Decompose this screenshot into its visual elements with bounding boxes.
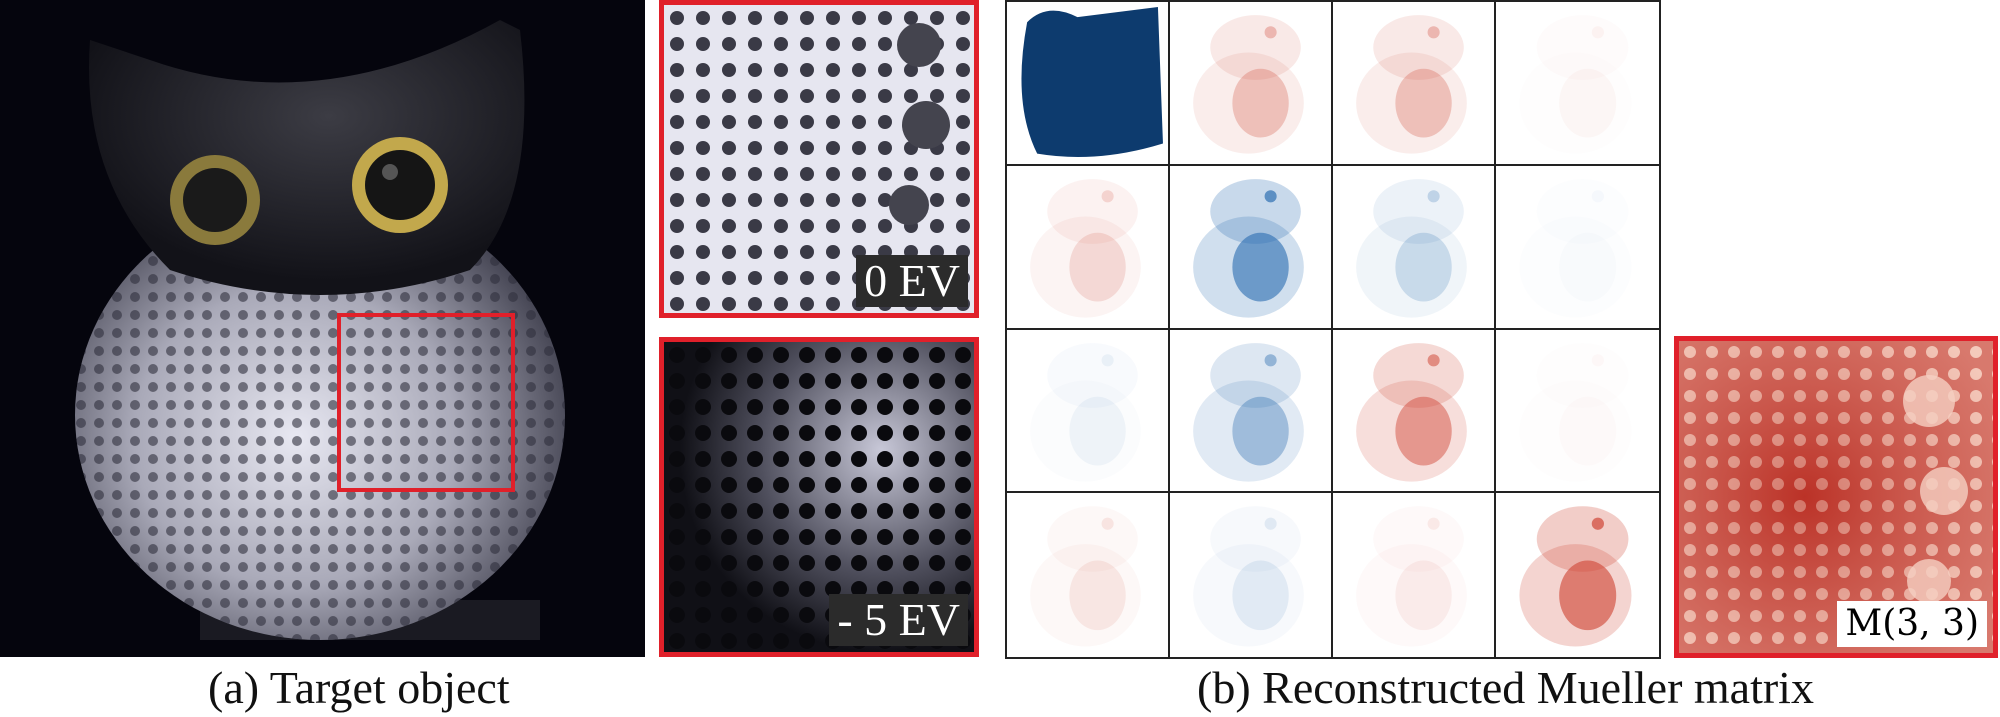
caption-mueller-matrix: (b) Reconstructed Mueller matrix <box>1197 662 1814 713</box>
mueller-cell-3-2 <box>1333 493 1496 657</box>
mueller-cell-image <box>1069 353 1126 465</box>
mueller-cell-image <box>1193 506 1304 647</box>
owl-figurine-image <box>0 0 645 657</box>
mueller-cell-1-2 <box>1333 165 1496 330</box>
mueller-cell-2-1 <box>1170 329 1333 494</box>
roi-highlight-box <box>337 313 515 492</box>
mueller-cell-image <box>1356 342 1467 482</box>
mueller-cell-0-3 <box>1496 2 1659 166</box>
mueller-matrix-grid <box>1005 0 1661 659</box>
mueller-cell-1-1 <box>1170 165 1333 330</box>
mueller-cell-image <box>1193 342 1304 482</box>
zoom-m33-patch: M(3, 3) <box>1674 336 1998 658</box>
mueller-cell-image <box>1030 506 1141 647</box>
mueller-cell-1-0 <box>1007 165 1170 330</box>
mueller-cell-0-0 <box>1007 2 1170 166</box>
mueller-cell-2-2 <box>1333 329 1496 494</box>
target-object-photo <box>0 0 645 657</box>
mueller-cell-3-3 <box>1496 493 1659 657</box>
mueller-cell-0-1 <box>1170 2 1333 166</box>
mueller-cell-0-2 <box>1333 2 1496 166</box>
mueller-cell-image <box>1356 178 1467 318</box>
mueller-cell-image <box>1021 7 1163 158</box>
mueller-cell-image <box>1193 15 1304 154</box>
mueller-cell-3-1 <box>1170 493 1333 657</box>
exposure-label-0ev: 0 EV <box>856 255 968 307</box>
mueller-cell-image <box>1030 178 1141 318</box>
mueller-cell-image <box>1395 517 1452 631</box>
mueller-cell-3-0 <box>1007 493 1170 657</box>
mueller-cell-image <box>1193 178 1304 318</box>
mueller-cell-image <box>1496 166 1659 328</box>
caption-target-object: (a) Target object <box>208 662 510 713</box>
mueller-cell-image <box>1356 15 1467 154</box>
zoom-minus5ev-patch: - 5 EV <box>659 337 979 657</box>
mueller-cell-image <box>1496 330 1659 492</box>
mueller-cell-image <box>1519 506 1632 647</box>
zoom-0ev-patch: 0 EV <box>659 0 979 318</box>
mueller-cell-1-3 <box>1496 165 1659 330</box>
mueller-cell-2-3 <box>1496 329 1659 494</box>
exposure-label-minus5ev: - 5 EV <box>829 594 968 646</box>
mueller-cell-image <box>1559 26 1617 138</box>
mueller-cell-2-0 <box>1007 329 1170 494</box>
matrix-element-label: M(3, 3) <box>1837 601 1987 647</box>
